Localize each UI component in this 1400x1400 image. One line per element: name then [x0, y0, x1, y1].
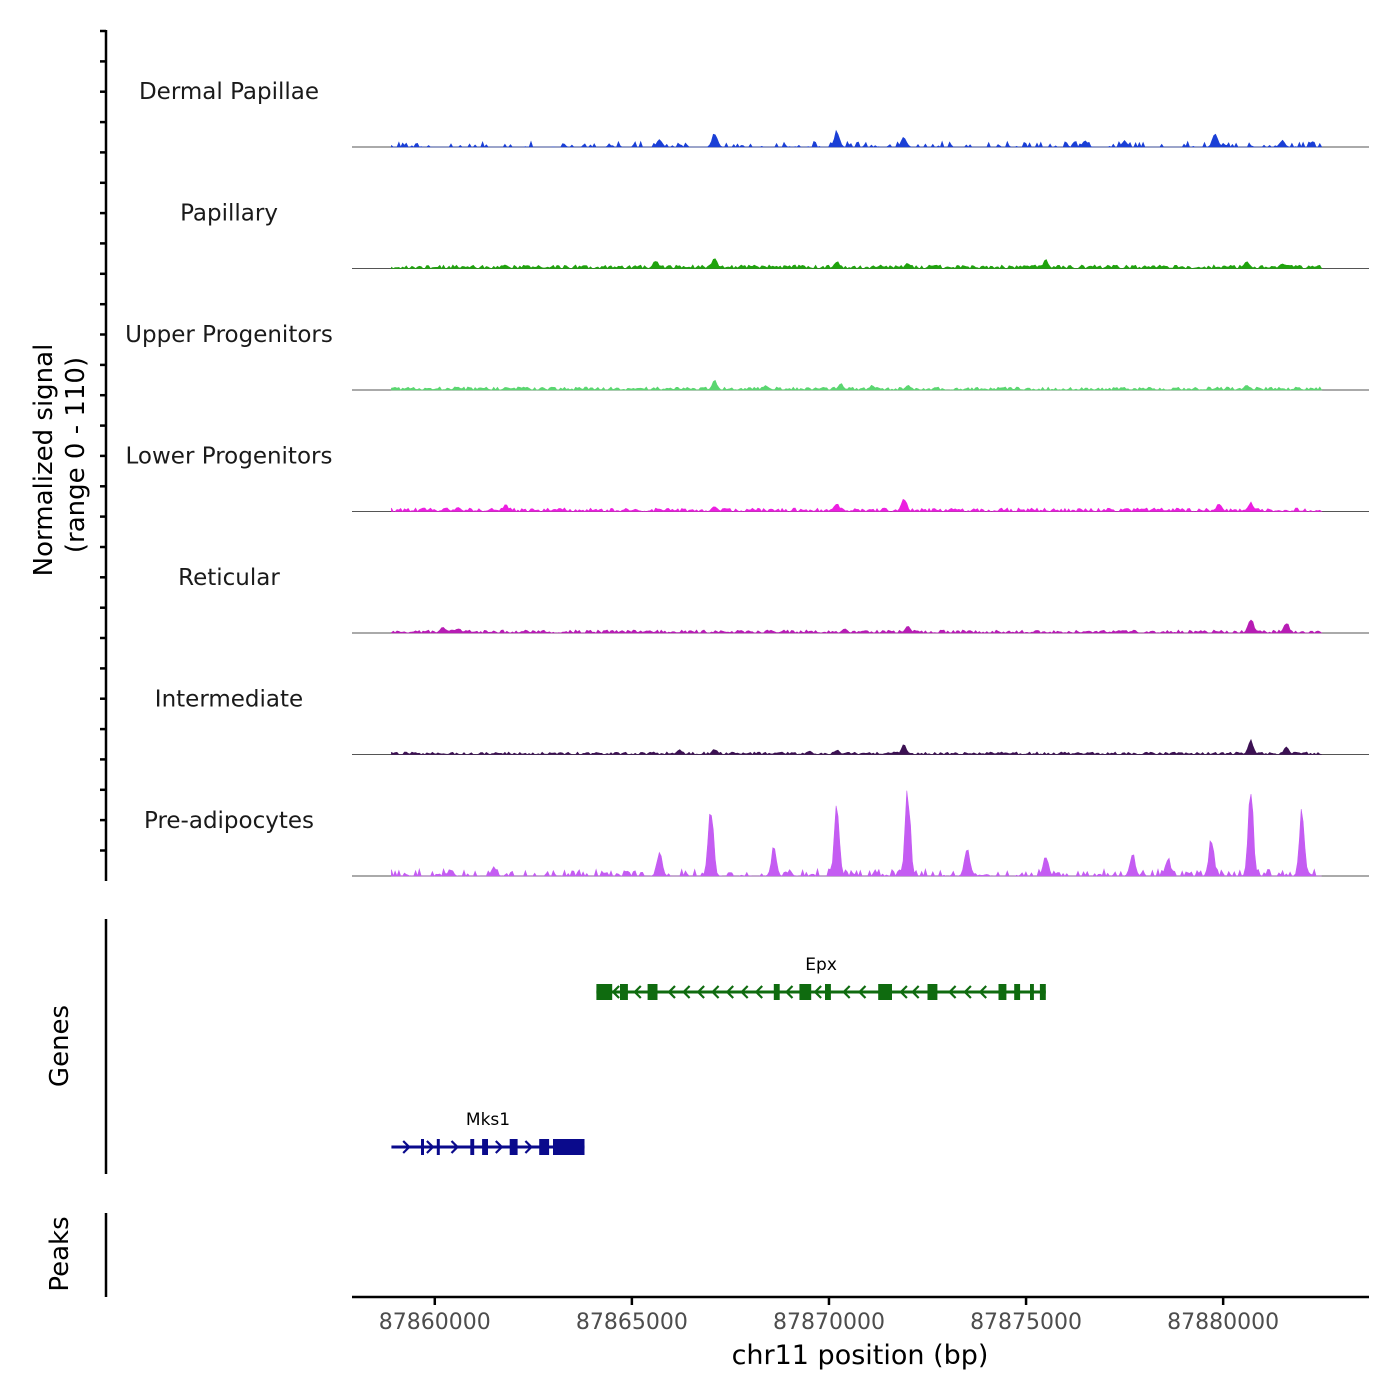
gene-label: Epx	[805, 955, 837, 975]
track-label: Upper Progenitors	[125, 322, 333, 348]
strand-chevron	[754, 985, 763, 999]
track-label: Pre-adipocytes	[144, 808, 314, 834]
gene-mks1: Mks1	[391, 1110, 585, 1155]
coverage-area	[391, 790, 1322, 878]
gene-exon	[647, 984, 658, 1000]
track-label: Dermal Papillae	[139, 79, 319, 105]
strand-chevron	[963, 985, 972, 999]
strand-chevron	[725, 985, 734, 999]
strand-chevron	[740, 985, 749, 999]
gene-exon	[998, 984, 1007, 1000]
peaks-track-label: Peaks	[45, 1216, 75, 1291]
gene-exon	[1014, 984, 1021, 1000]
x-tick-label: 87870000	[773, 1310, 885, 1335]
coverage-area	[391, 258, 1323, 270]
gene-exon	[436, 1139, 440, 1155]
strand-chevron	[402, 1140, 411, 1154]
genes-track-label: Genes	[45, 1005, 75, 1087]
strand-chevron	[611, 985, 620, 999]
coverage-tracks: Dermal Papillae Papillary Upper Progenitor…	[125, 79, 1369, 878]
gene-exon	[1030, 984, 1034, 1000]
strand-chevron	[696, 985, 705, 999]
coverage-area	[391, 498, 1323, 513]
x-axis-title: chr11 position (bp)	[732, 1340, 989, 1371]
strand-chevron	[633, 985, 642, 999]
gene-exon	[799, 984, 812, 1000]
x-tick-label: 87860000	[379, 1310, 491, 1335]
coverage-area	[391, 129, 1323, 148]
x-tick-label: 87865000	[576, 1310, 688, 1335]
strand-chevron	[711, 985, 720, 999]
x-tick-label: 87880000	[1167, 1310, 1279, 1335]
gene-exon	[482, 1139, 488, 1155]
strand-chevron	[784, 985, 794, 999]
gene-exon	[927, 984, 938, 1000]
strand-chevron	[842, 985, 851, 999]
gene-exon	[553, 1139, 585, 1155]
strand-chevron	[450, 1140, 460, 1154]
track-label: Intermediate	[155, 687, 303, 713]
track-dermal-papillae: Dermal Papillae	[139, 79, 1369, 148]
track-reticular: Reticular	[178, 565, 1369, 634]
strand-chevron	[978, 985, 987, 999]
y-axis-title: Normalized signal	[29, 344, 59, 577]
coverage-area	[391, 738, 1322, 755]
gene-exon	[620, 984, 628, 1000]
gene-exon	[539, 1139, 550, 1155]
track-label: Papillary	[180, 201, 278, 227]
strand-chevron	[899, 985, 908, 999]
track-label: Reticular	[178, 565, 280, 591]
gene-exon	[878, 984, 892, 1000]
track-upper-progenitors: Upper Progenitors	[125, 322, 1369, 391]
track-pre-adipocytes: Pre-adipocytes	[144, 790, 1369, 878]
gene-models: Epx Mks1	[391, 955, 1046, 1155]
gene-exon	[421, 1139, 424, 1155]
track-intermediate: Intermediate	[155, 687, 1369, 755]
strand-chevron	[426, 1140, 435, 1154]
gene-exon	[509, 1139, 518, 1155]
gene-label: Mks1	[466, 1110, 510, 1130]
coverage-y-axis	[100, 29, 108, 881]
strand-chevron	[495, 1140, 504, 1154]
gene-exon	[470, 1139, 475, 1155]
coverage-area	[391, 379, 1323, 391]
gene-exon	[773, 984, 780, 1000]
strand-chevron	[682, 985, 691, 999]
track-label: Lower Progenitors	[126, 444, 333, 470]
strand-chevron	[948, 985, 957, 999]
y-axis-range: (range 0 - 110)	[61, 357, 91, 553]
strand-chevron	[524, 1140, 533, 1154]
gene-epx: Epx	[596, 955, 1046, 1000]
gene-exon	[596, 984, 613, 1000]
strand-chevron	[667, 985, 676, 999]
x-axis-ticks: 87860000 87865000 87870000 87875000 87880000	[379, 1297, 1279, 1335]
x-tick-label: 87875000	[970, 1310, 1082, 1335]
gene-exon	[1039, 984, 1046, 1000]
track-papillary: Papillary	[180, 201, 1369, 270]
strand-chevron	[857, 985, 867, 999]
coverage-area	[391, 619, 1323, 634]
gene-exon	[825, 984, 831, 1000]
coverage-y-ticks	[100, 29, 106, 852]
strand-chevron	[911, 985, 920, 999]
track-lower-progenitors: Lower Progenitors	[126, 444, 1369, 513]
strand-chevron	[813, 985, 822, 999]
